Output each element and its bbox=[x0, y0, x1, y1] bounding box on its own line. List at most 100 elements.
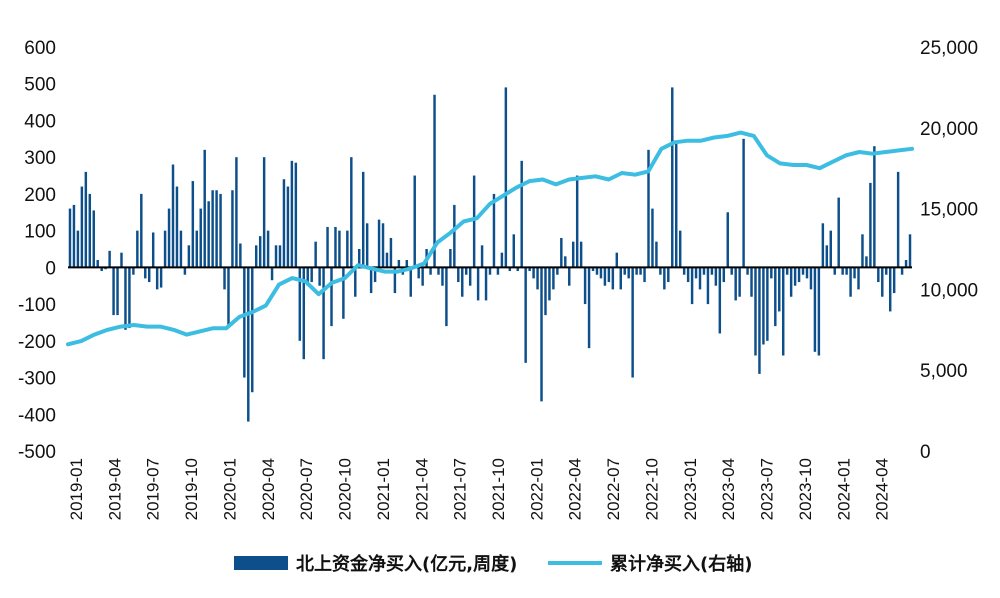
net-buy-bar bbox=[877, 267, 880, 283]
left-tick-label: -400 bbox=[18, 405, 56, 426]
net-buy-bar bbox=[675, 142, 678, 268]
net-buy-bar bbox=[354, 267, 357, 297]
x-tick-label: 2020-04 bbox=[259, 458, 278, 520]
net-buy-bar bbox=[417, 267, 420, 279]
x-tick-label: 2024-01 bbox=[834, 458, 853, 520]
net-buy-bar bbox=[793, 267, 797, 286]
net-buy-bar bbox=[706, 267, 710, 305]
net-buy-bar bbox=[223, 267, 226, 290]
net-buy-bar bbox=[389, 237, 393, 268]
net-buy-bar bbox=[155, 267, 159, 290]
left-tick-label: -300 bbox=[18, 369, 56, 390]
net-buy-bar bbox=[564, 256, 567, 268]
legend-bars-swatch bbox=[234, 556, 288, 570]
net-buy-bar bbox=[528, 267, 531, 272]
net-buy-bar bbox=[385, 252, 389, 268]
net-buy-bar bbox=[96, 260, 99, 268]
net-buy-bar bbox=[904, 260, 908, 268]
net-buy-bar bbox=[163, 230, 167, 268]
net-buy-bar bbox=[591, 267, 595, 272]
net-buy-bar bbox=[290, 160, 294, 268]
net-buy-bar bbox=[476, 267, 480, 301]
right-tick-label: 0 bbox=[920, 442, 931, 463]
net-buy-bar bbox=[560, 237, 563, 268]
x-tick-label: 2023-04 bbox=[719, 458, 738, 520]
net-buy-bar bbox=[480, 245, 484, 268]
x-tick-label: 2022-01 bbox=[527, 458, 546, 520]
net-buy-bar bbox=[151, 232, 155, 268]
net-buy-bar bbox=[603, 267, 607, 286]
net-buy-bar bbox=[568, 267, 571, 286]
net-buy-bar bbox=[108, 250, 111, 268]
net-buy-bar bbox=[203, 149, 206, 268]
net-buy-bar bbox=[730, 267, 733, 275]
net-buy-bar bbox=[496, 267, 500, 275]
net-buy-bar bbox=[247, 267, 250, 422]
net-buy-bar bbox=[373, 267, 377, 283]
right-tick-label: 5,000 bbox=[920, 361, 968, 382]
net-buy-bar bbox=[306, 267, 309, 286]
net-buy-bar bbox=[302, 267, 305, 360]
net-buy-bar bbox=[508, 267, 512, 272]
net-buy-bar bbox=[318, 267, 321, 286]
x-tick-label: 2021-04 bbox=[412, 458, 431, 520]
net-buy-bar bbox=[207, 201, 210, 268]
net-buy-bar bbox=[179, 230, 183, 268]
net-buy-bar bbox=[405, 260, 409, 268]
net-buy-bar bbox=[314, 241, 317, 268]
net-buy-bar bbox=[829, 230, 832, 268]
net-buy-bar bbox=[651, 208, 654, 268]
net-buy-bar bbox=[187, 245, 191, 268]
net-buy-bar bbox=[861, 234, 864, 268]
net-buy-bar bbox=[833, 267, 836, 275]
net-buy-bar bbox=[88, 193, 92, 268]
net-buy-bar bbox=[159, 267, 163, 288]
net-buy-bar bbox=[766, 267, 769, 341]
net-buy-bar bbox=[338, 230, 341, 268]
net-buy-bar bbox=[726, 212, 729, 268]
net-buy-bar bbox=[655, 241, 658, 268]
net-buy-bar bbox=[124, 267, 127, 330]
net-buy-bar bbox=[750, 267, 753, 297]
net-buy-bar bbox=[100, 267, 103, 272]
x-tick-label: 2023-01 bbox=[681, 458, 700, 520]
net-buy-bar bbox=[377, 219, 381, 268]
x-tick-label: 2019-10 bbox=[182, 458, 201, 520]
net-buy-bar bbox=[457, 267, 460, 283]
net-buy-bar bbox=[663, 267, 666, 290]
net-buy-bar bbox=[678, 230, 682, 268]
net-buy-bar bbox=[183, 267, 187, 275]
net-buy-bar bbox=[853, 267, 856, 279]
net-buy-bar bbox=[845, 267, 848, 275]
net-buy-bar bbox=[770, 267, 773, 279]
net-buy-bar bbox=[175, 186, 179, 268]
net-buy-bar bbox=[294, 162, 298, 268]
net-buy-bar bbox=[381, 223, 385, 268]
net-buy-bar bbox=[270, 267, 274, 281]
net-buy-bar bbox=[278, 245, 282, 268]
x-tick-label: 2023-07 bbox=[758, 458, 777, 520]
right-y-axis: 25,000 20,000 15,000 10,000 5,000 0 bbox=[920, 38, 978, 463]
net-buy-bar bbox=[227, 267, 230, 327]
net-buy-bar bbox=[805, 267, 809, 279]
net-buy-bar bbox=[738, 267, 741, 297]
net-buy-bar bbox=[409, 267, 412, 297]
net-buy-bar bbox=[468, 267, 472, 286]
net-buy-bar bbox=[330, 267, 333, 327]
net-buy-bar bbox=[635, 267, 638, 275]
net-buy-bar bbox=[72, 204, 76, 268]
net-buy-bar bbox=[639, 267, 642, 275]
right-tick-label: 15,000 bbox=[920, 200, 978, 221]
net-buy-bar bbox=[774, 267, 777, 327]
net-buy-bar bbox=[310, 267, 313, 283]
net-buy-bar bbox=[500, 252, 504, 268]
net-buy-bar bbox=[191, 181, 195, 268]
net-buy-bar bbox=[825, 245, 829, 268]
net-buy-bar bbox=[274, 245, 278, 268]
left-tick-label: -200 bbox=[18, 332, 56, 353]
net-buy-bar bbox=[251, 267, 254, 393]
x-tick-label: 2020-01 bbox=[221, 458, 240, 520]
net-buy-bar bbox=[817, 267, 821, 356]
net-buy-bar bbox=[211, 190, 214, 268]
right-tick-label: 10,000 bbox=[920, 280, 978, 301]
